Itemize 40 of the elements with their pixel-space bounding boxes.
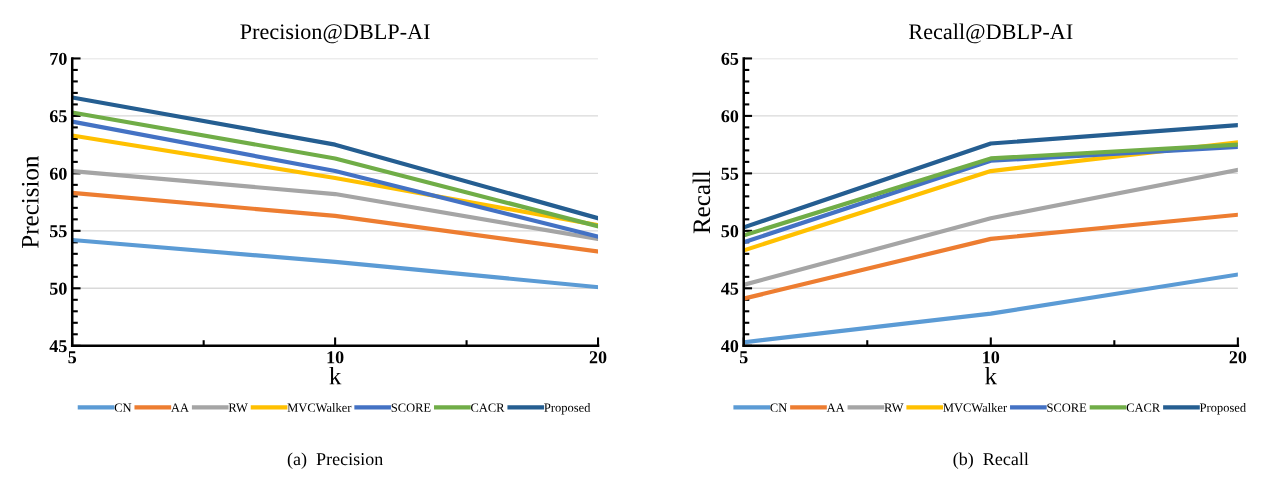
y-tick-label: 65	[49, 110, 67, 123]
x-tick-label: 10	[327, 351, 344, 364]
legend-label: SCORE	[1047, 403, 1087, 412]
legend-label: MVCWalker	[287, 403, 352, 412]
y-tick-label: 55	[50, 225, 67, 238]
y-tick-label: 45	[721, 282, 739, 295]
legend-label: CACR	[471, 403, 505, 412]
legend-label: RW	[228, 403, 248, 412]
text: (b) Recall	[953, 452, 1029, 469]
y-tick-label: 55	[721, 167, 739, 180]
y-axis-title: Precision	[21, 155, 39, 248]
y-tick-label: 50	[50, 282, 67, 295]
y-tick-label: 60	[721, 110, 739, 123]
legend-label: Proposed	[1199, 403, 1246, 415]
legend-label: AA	[826, 403, 845, 412]
y-tick-label: 70	[50, 52, 67, 65]
text: (a) Precision	[287, 452, 383, 469]
legend-label: MVCWalker	[943, 403, 1008, 412]
y-axis-title: Recall	[692, 170, 711, 234]
y-tick-label: 50	[721, 225, 739, 238]
legend-label: CN	[770, 403, 787, 412]
legend-label: CN	[114, 403, 132, 412]
y-tick-label: 45	[49, 340, 67, 353]
x-tick-label: 10	[983, 351, 1000, 364]
y-tick-label: 40	[721, 340, 739, 353]
x-axis-title: k	[329, 367, 342, 385]
x-tick-label: 20	[1229, 351, 1247, 364]
legend-label: Proposed	[544, 403, 591, 415]
x-axis-title: k	[985, 367, 998, 385]
y-tick-label: 60	[49, 167, 67, 180]
y-tick-label: 65	[721, 52, 739, 65]
chart-title: Precision@DBLP-AI	[240, 24, 430, 44]
x-tick-label: 5	[68, 351, 77, 364]
x-tick-label: 5	[739, 351, 748, 364]
chart-title: Recall@DBLP-AI	[908, 23, 1073, 44]
legend-label: SCORE	[391, 403, 431, 412]
x-tick-label: 20	[589, 351, 607, 364]
legend-label: RW	[884, 403, 904, 412]
legend-label: AA	[171, 403, 189, 412]
legend-label: CACR	[1126, 403, 1161, 412]
